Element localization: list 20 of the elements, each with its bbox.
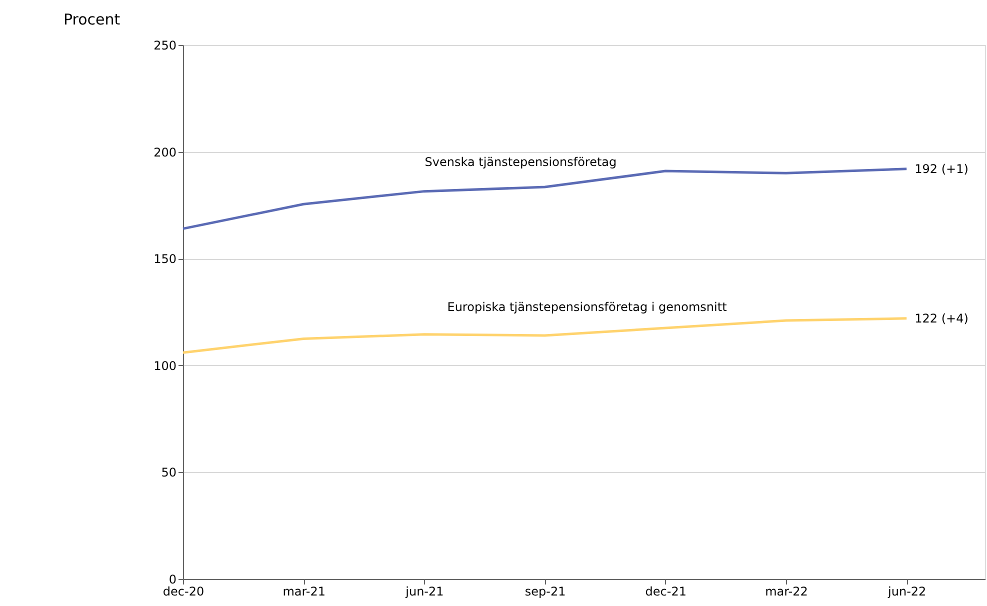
y-tick-label: 50 xyxy=(161,466,176,480)
line-series xyxy=(182,168,908,230)
annotation: 192 (+1) xyxy=(914,162,968,176)
y-tick-label: 150 xyxy=(154,252,176,266)
x-tick-label: jun-21 xyxy=(404,584,444,598)
y-axis-title: Procent xyxy=(64,10,120,28)
y-tick-label: 250 xyxy=(154,38,176,52)
x-tick-label: jun-22 xyxy=(887,584,926,598)
series-label: Europiska tjänstepensionsföretag i genomsnitt xyxy=(447,300,728,314)
y-tick-label: 0 xyxy=(168,572,176,586)
x-tick-label: dec-20 xyxy=(162,584,204,598)
y-tick-label: 100 xyxy=(154,358,176,373)
annotation: 122 (+4) xyxy=(914,311,968,326)
y-tick-label: 200 xyxy=(154,145,176,160)
x-tick-label: dec-21 xyxy=(645,584,687,598)
x-tick-label: sep-21 xyxy=(524,584,566,598)
x-tick-label: mar-22 xyxy=(765,584,808,598)
line-series xyxy=(182,317,908,354)
series-label: Svenska tjänstepensionsföretag xyxy=(424,154,617,169)
x-tick-label: mar-21 xyxy=(282,584,326,598)
